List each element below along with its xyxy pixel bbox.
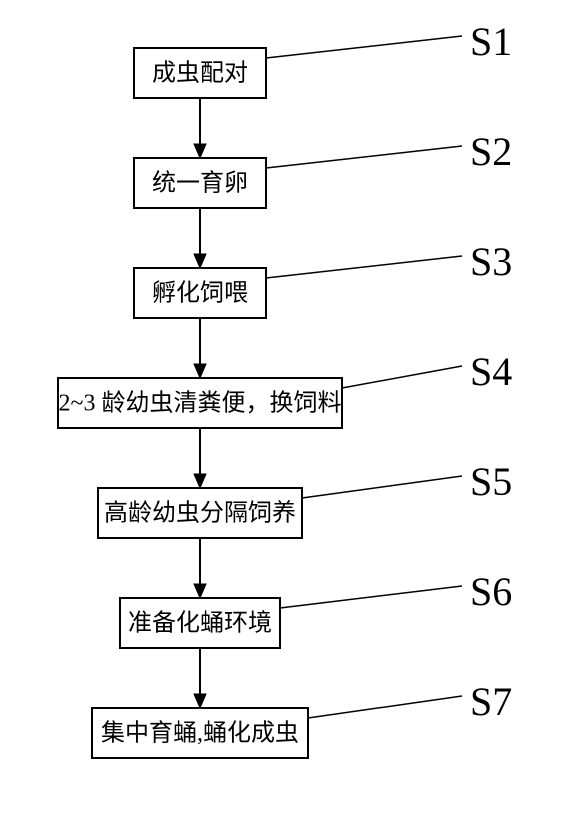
step-leader-line [266,36,462,58]
flow-arrow-head [194,474,206,488]
step-label: S1 [470,19,512,64]
step-leader-line [266,146,462,168]
flow-arrow-head [194,254,206,268]
flow-node-label: 成虫配对 [152,60,248,87]
flow-node: 集中育蛹,蛹化成虫 [92,708,308,758]
step-label: S2 [470,129,512,174]
step-label: S3 [470,239,512,284]
flow-node-label: 准备化蛹环境 [128,610,272,637]
flow-arrow-head [194,364,206,378]
flow-node: 统一育卵 [134,158,266,208]
step-leader-line [266,256,462,278]
step-label: S7 [470,679,512,724]
step-label: S5 [470,459,512,504]
step-leader-line [308,696,462,718]
step-leader-line [302,476,462,498]
flow-node: 成虫配对 [134,48,266,98]
flow-node: 准备化蛹环境 [120,598,280,648]
flow-node-label: 集中育蛹,蛹化成虫 [101,720,299,747]
flow-node: 高龄幼虫分隔饲养 [98,488,302,538]
flow-node-label: 统一育卵 [152,170,248,197]
flow-arrow-head [194,584,206,598]
flow-node-label: 2~3 龄幼虫清粪便，换饲料 [59,390,342,417]
flow-arrow-head [194,694,206,708]
step-leader-line [342,366,462,388]
flowchart-canvas: 成虫配对统一育卵孵化饲喂 2~3 龄幼虫清粪便，换饲料高龄幼虫分隔饲养准备化蛹环境… [0,0,582,814]
flow-node: 孵化饲喂 [134,268,266,318]
flow-node-label: 孵化饲喂 [152,280,248,307]
step-label: S6 [470,569,512,614]
step-leader-line [280,586,462,608]
step-label: S4 [470,349,512,394]
flow-node: 2~3 龄幼虫清粪便，换饲料 [58,378,342,428]
flow-arrow-head [194,144,206,158]
flow-node-label: 高龄幼虫分隔饲养 [104,500,296,527]
